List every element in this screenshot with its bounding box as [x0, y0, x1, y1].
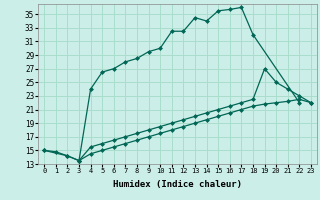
X-axis label: Humidex (Indice chaleur): Humidex (Indice chaleur)	[113, 180, 242, 189]
